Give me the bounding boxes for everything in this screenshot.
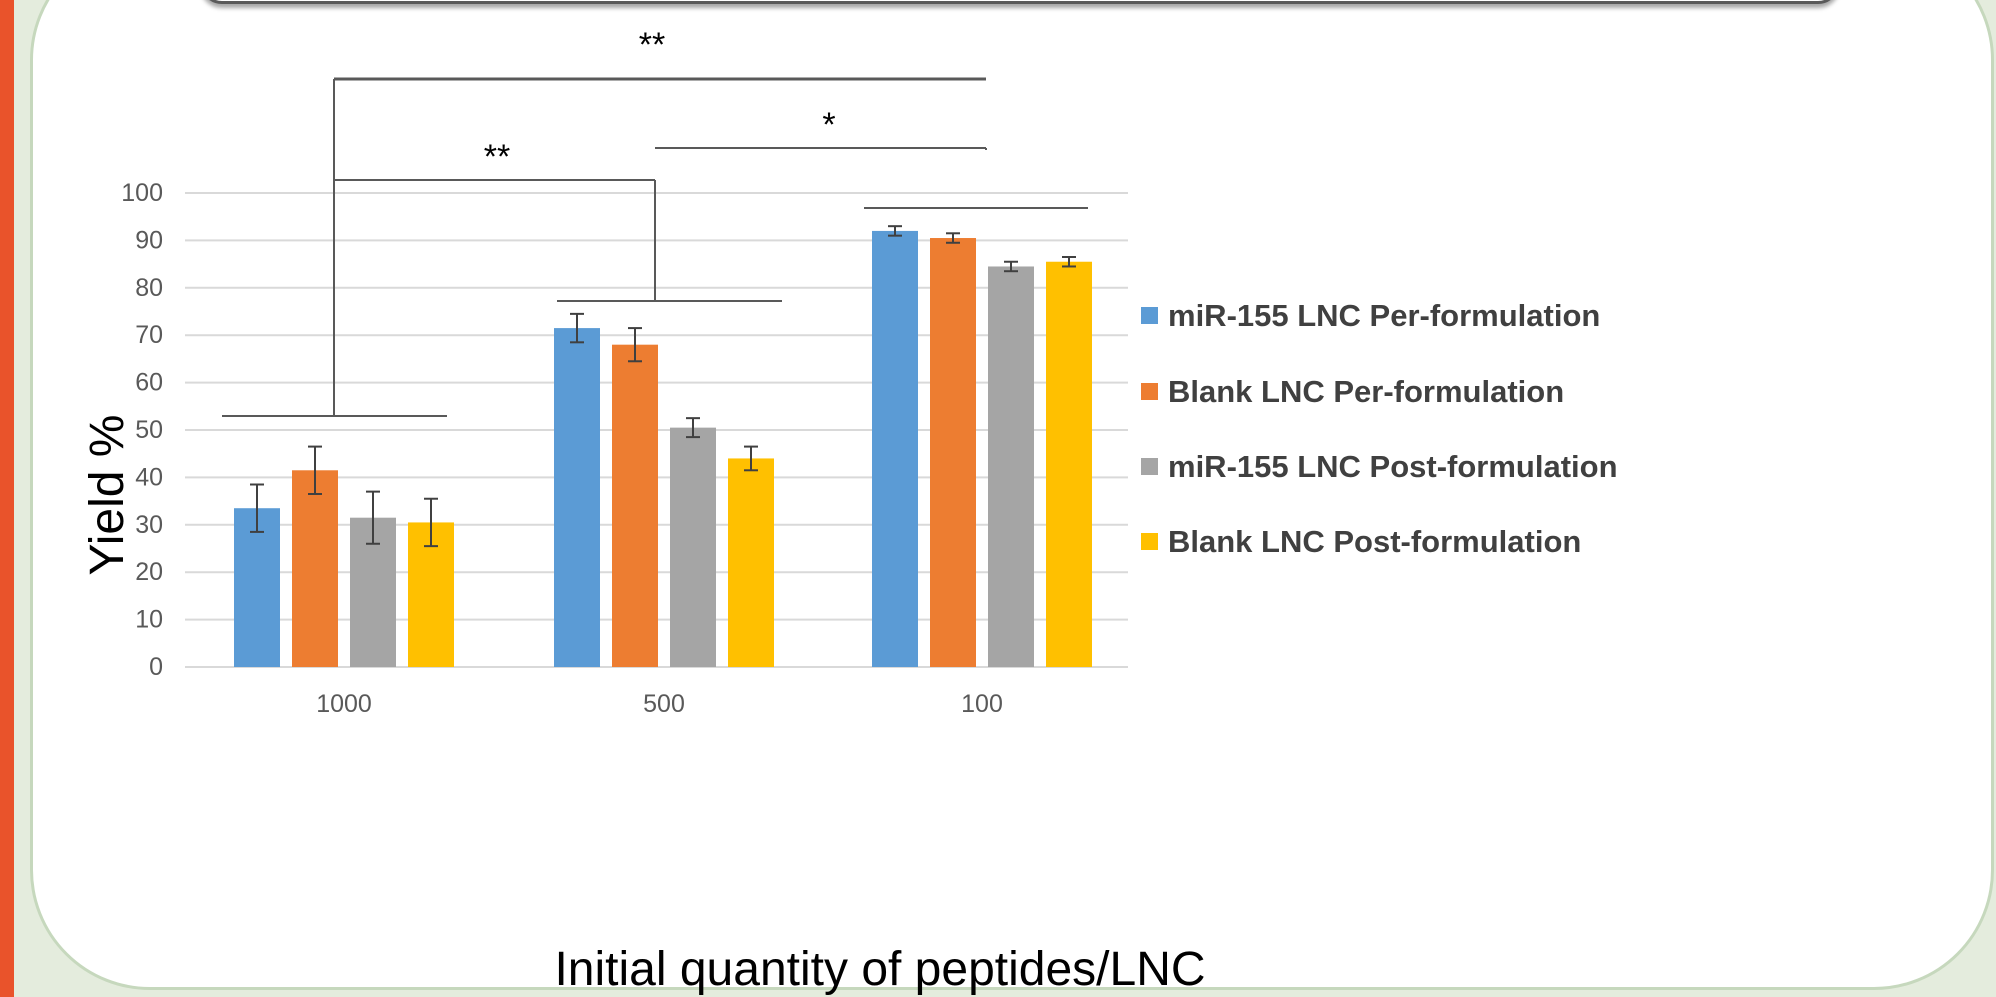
x-axis-ticks: 1000 500 100 (316, 690, 1003, 718)
significance-label: ** (639, 26, 665, 64)
legend-swatch (1141, 533, 1158, 550)
y-tick-label: 80 (135, 274, 163, 302)
y-tick-label: 90 (135, 226, 163, 254)
bar (292, 470, 338, 667)
significance-label: * (822, 106, 835, 144)
bar (872, 230, 918, 668)
y-tick-label: 70 (135, 321, 163, 349)
y-tick-label: 60 (135, 369, 163, 397)
bar (988, 266, 1034, 667)
bar (930, 238, 976, 667)
error-bars (250, 225, 1076, 548)
legend: miR-155 LNC Per-formulation Blank LNC Per… (1141, 298, 1618, 559)
bars (234, 230, 1092, 668)
y-tick-label: 100 (121, 179, 163, 207)
x-tick-label: 1000 (316, 690, 372, 718)
bar (612, 344, 658, 667)
y-tick-label: 20 (135, 558, 163, 586)
x-tick-label: 100 (961, 690, 1003, 718)
legend-swatch (1141, 383, 1158, 400)
x-axis-title: Initial quantity of peptides/LNC (554, 943, 1205, 996)
x-tick-label: 500 (643, 690, 685, 718)
y-tick-label: 0 (149, 653, 163, 681)
legend-label: Blank LNC Post-formulation (1168, 524, 1581, 559)
bar (554, 328, 600, 667)
legend-label: miR-155 LNC Per-formulation (1168, 298, 1600, 333)
y-tick-label: 50 (135, 416, 163, 444)
significance-brackets: ***** (222, 26, 1088, 417)
legend-swatch (1141, 458, 1158, 475)
legend-label: miR-155 LNC Post-formulation (1168, 449, 1618, 484)
legend-swatch (1141, 307, 1158, 324)
y-axis-ticks: 0 10 20 30 40 50 60 70 80 90 100 (121, 179, 163, 681)
bar (1046, 261, 1092, 667)
y-tick-label: 10 (135, 606, 163, 634)
legend-label: Blank LNC Per-formulation (1168, 374, 1564, 409)
y-tick-label: 40 (135, 463, 163, 491)
bar (728, 458, 774, 667)
bar (234, 508, 280, 667)
bar (670, 427, 716, 667)
y-tick-label: 30 (135, 511, 163, 539)
left-accent-strip (0, 0, 14, 997)
y-axis-title: Yield % (81, 415, 134, 576)
significance-label: ** (484, 138, 510, 176)
